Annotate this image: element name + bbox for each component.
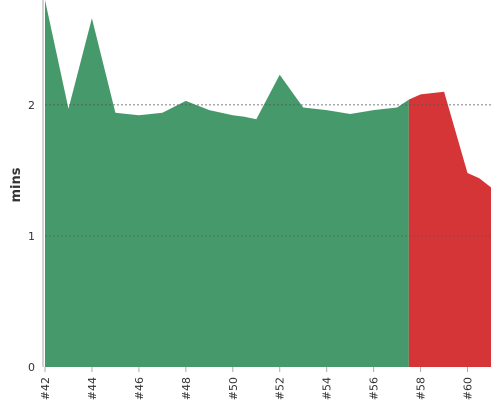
x-tick-label: #56	[368, 377, 381, 400]
x-tick-label: #52	[274, 377, 287, 400]
x-tick-label: #46	[133, 377, 146, 400]
plot-areas	[45, 0, 491, 367]
x-tick-label: #60	[462, 377, 475, 400]
area-series-bad	[408, 91, 491, 367]
x-tick-label: #58	[415, 377, 428, 400]
x-tick-label: #42	[39, 377, 52, 400]
y-tick-label: 0	[28, 361, 35, 374]
gridlines-overlay	[45, 104, 492, 237]
y-tick-label: 2	[28, 99, 35, 112]
area-series-good	[45, 0, 409, 367]
x-tick-label: #54	[321, 377, 334, 400]
x-tick-label: #48	[180, 377, 193, 400]
y-axis-title: mins	[9, 167, 24, 202]
x-tick-label: #44	[86, 377, 99, 400]
axes: 0 1 2 #42 #44 #46 #48 #50 #52 #54 #56 #58 #60	[28, 0, 475, 400]
x-tick-label: #50	[227, 377, 240, 400]
y-tick-label: 1	[28, 230, 35, 243]
